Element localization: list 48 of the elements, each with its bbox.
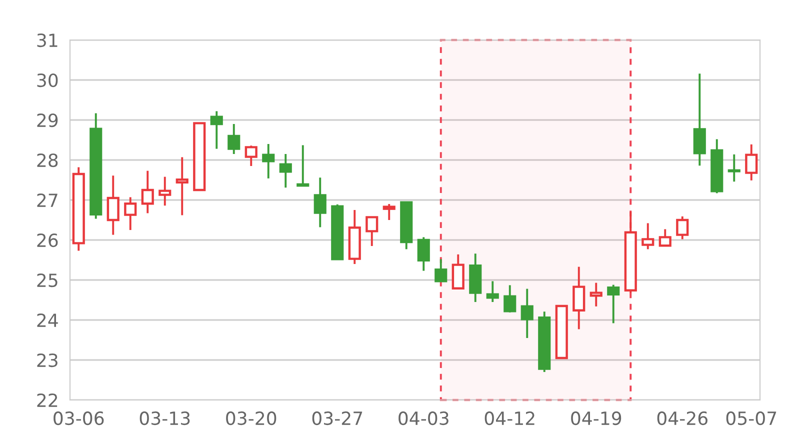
candlestick [382,203,396,221]
y-tick-label: 28 [37,153,58,168]
y-tick-label: 22 [37,393,58,407]
y-tick-label: 30 [37,73,58,88]
y-tick-label: 31 [37,33,58,48]
candlestick [572,266,586,330]
candlestick [210,110,223,150]
x-tick-label: 04-12 [484,411,534,426]
y-tick-label: 23 [37,353,58,368]
candlestick [658,228,672,247]
candlestick [504,284,516,314]
y-tick-label: 27 [37,193,58,207]
candlestick [434,258,448,282]
candlestick [279,153,292,189]
x-tick-label: 03-27 [312,411,362,426]
y-tick-label: 29 [37,113,58,128]
x-tick-label: 04-26 [657,411,708,426]
candlestick [676,215,689,240]
candlestick [745,143,758,182]
candlestick [124,196,137,231]
y-tick-label: 24 [37,313,58,327]
y-tick-label: 26 [37,233,58,248]
candlestick [244,144,258,167]
y-tick-label: 25 [37,273,58,288]
candlestick [228,123,240,155]
candlestick [141,170,154,214]
x-tick-label: 05-07 [726,411,776,426]
candlestick [728,153,740,183]
candlestick [262,143,275,180]
candlestick [520,288,534,339]
x-tick-label: 03-13 [140,411,190,426]
x-tick-label: 03-20 [226,411,276,426]
x-tick-label: 04-03 [398,411,448,426]
candlestick [314,176,326,228]
candlestick [366,216,378,247]
candlestick [590,282,602,308]
candlestick [158,176,172,207]
candlestick [296,144,310,187]
x-tick-label: 03-06 [54,411,104,426]
candlestick [452,253,464,290]
candlestick [417,236,430,272]
candlestick [607,284,620,324]
candlestick [486,280,499,303]
x-tick-label: 04-19 [571,411,622,426]
candlestick [693,72,706,167]
candlestick [642,222,654,250]
candlestick [106,174,120,236]
candlestick [176,156,188,216]
